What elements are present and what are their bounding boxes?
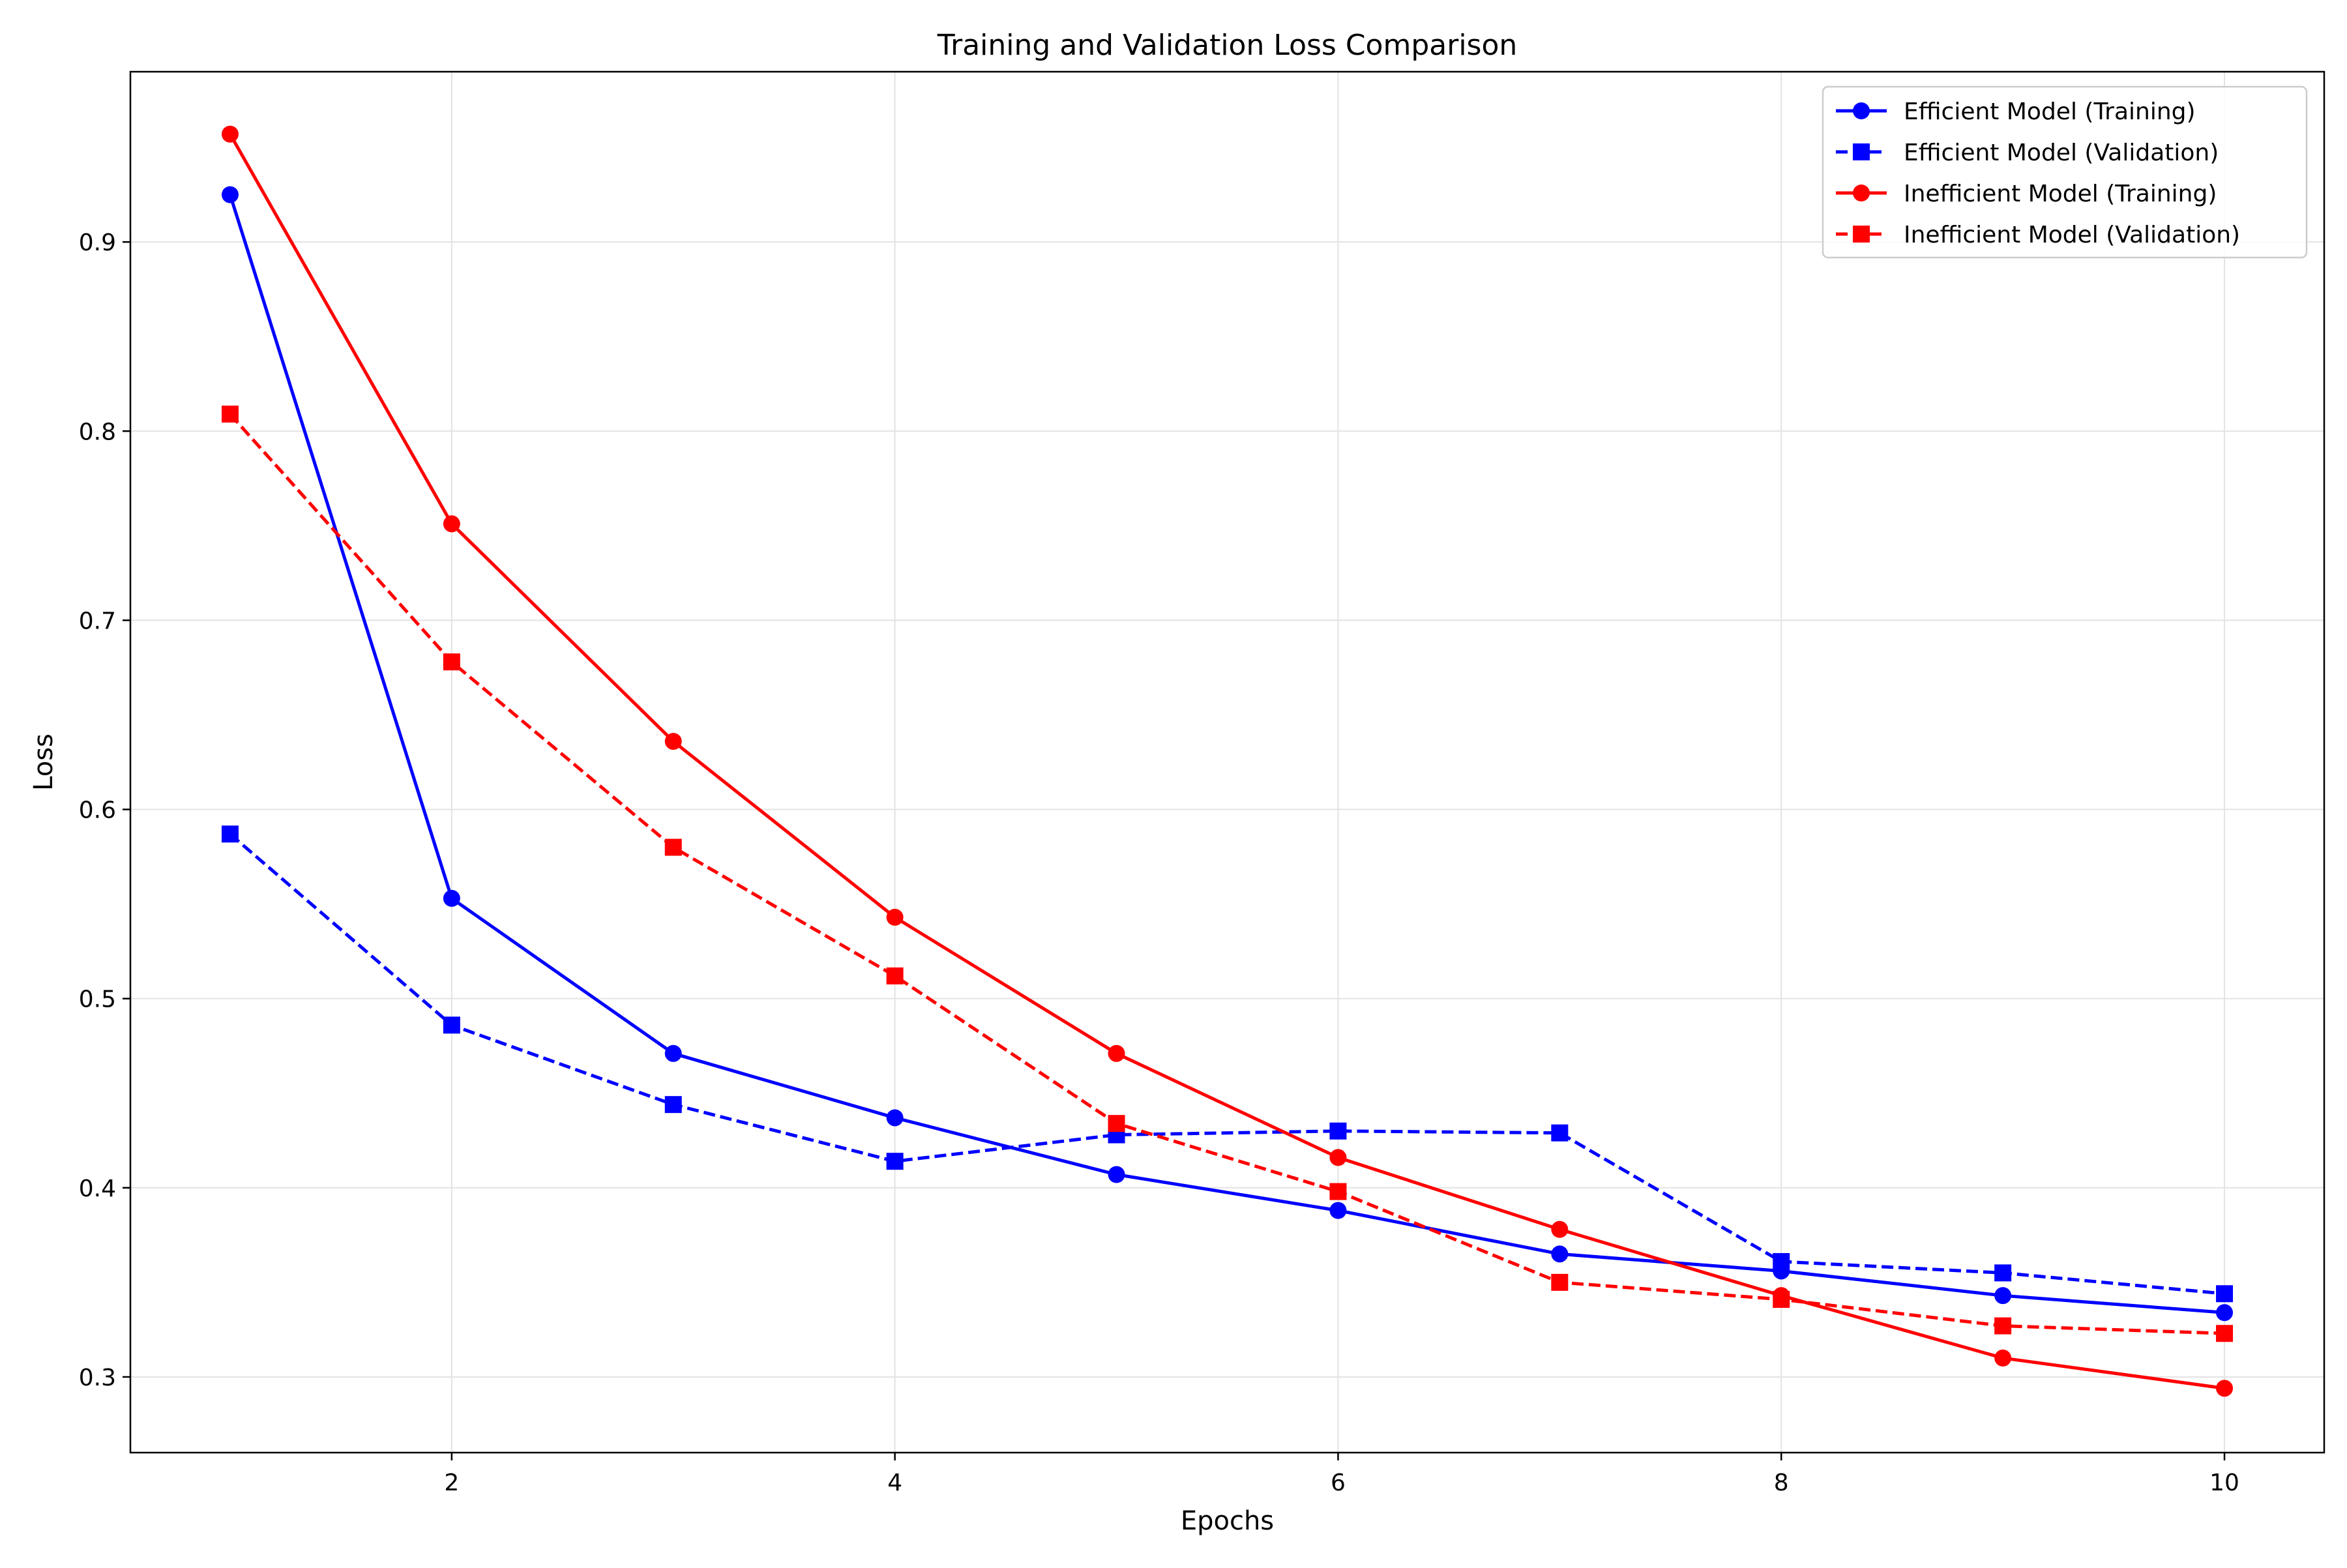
legend-marker (1853, 185, 1870, 201)
x-tick-label: 4 (887, 1470, 902, 1496)
legend-item: Inefficient Model (Training) (1836, 181, 2217, 207)
data-point (1329, 1149, 1347, 1166)
data-point (1329, 1202, 1347, 1219)
chart-title: Training and Validation Loss Comparison (937, 29, 1518, 62)
legend-marker (1853, 143, 1870, 160)
data-point (1994, 1264, 2012, 1282)
y-tick-label: 0.6 (79, 797, 116, 824)
data-point (1551, 1245, 1569, 1263)
series-4 (221, 406, 2234, 1342)
data-point (1773, 1290, 1790, 1308)
data-point (1329, 1122, 1347, 1140)
data-point (1994, 1287, 2012, 1305)
x-tick-label: 6 (1331, 1470, 1346, 1496)
data-point (664, 838, 682, 856)
data-point (221, 125, 239, 143)
y-tick-label: 0.5 (79, 986, 116, 1013)
data-point (1994, 1349, 2012, 1367)
data-point (1994, 1317, 2012, 1335)
data-point (2216, 1380, 2234, 1397)
legend: Efficient Model (Training) Efficient Mode… (1822, 85, 2308, 259)
legend-box (1822, 85, 2308, 259)
x-tick-label: 8 (1774, 1470, 1789, 1496)
data-point (1108, 1166, 1125, 1183)
data-point (2216, 1325, 2234, 1342)
legend-label: Efficient Model (Validation) (1904, 140, 2219, 166)
legend-marker (1853, 102, 1870, 119)
data-point (2216, 1285, 2234, 1303)
series-group (221, 125, 2234, 1397)
data-point (1551, 1220, 1569, 1238)
data-point (664, 1044, 682, 1062)
legend-item: Efficient Model (Training) (1836, 98, 2196, 125)
data-point (221, 406, 239, 423)
data-point (886, 908, 904, 926)
y-axis-label: Loss (29, 733, 59, 791)
data-point (2216, 1304, 2234, 1322)
data-point (886, 1109, 904, 1127)
x-tick-label: 10 (2209, 1470, 2239, 1496)
legend-marker (1853, 226, 1870, 243)
legend-item: Inefficient Model (Validation) (1836, 222, 2240, 248)
data-point (1773, 1252, 1790, 1270)
data-point (443, 889, 460, 907)
data-point (664, 1096, 682, 1114)
series-line (229, 413, 2225, 1335)
legend-item: Efficient Model (Validation) (1836, 140, 2219, 166)
data-point (1551, 1124, 1569, 1142)
plot-frame (129, 70, 2325, 1454)
series-line (229, 833, 2225, 1295)
y-tick-label: 0.4 (79, 1176, 116, 1202)
data-point (664, 733, 682, 750)
series-line (228, 194, 2225, 1314)
data-point (221, 825, 239, 843)
data-point (443, 515, 460, 533)
data-point (1329, 1183, 1347, 1200)
y-tick-label: 0.9 (79, 229, 116, 256)
y-tick-label: 0.8 (79, 419, 116, 445)
legend-label: Inefficient Model (Training) (1904, 181, 2217, 207)
series-line (228, 133, 2225, 1390)
legend-label: Efficient Model (Training) (1904, 98, 2196, 125)
data-point (1551, 1273, 1569, 1291)
data-point (443, 1016, 460, 1034)
data-point (886, 1153, 904, 1170)
data-point (1108, 1115, 1125, 1132)
legend-label: Inefficient Model (Validation) (1904, 222, 2240, 248)
data-point (443, 653, 460, 671)
x-tick-label: 2 (444, 1470, 459, 1496)
grid (130, 72, 2324, 1453)
data-point (221, 186, 239, 203)
data-point (886, 967, 904, 984)
x-axis-label: Epochs (1181, 1506, 1274, 1536)
series-1 (221, 186, 2234, 1322)
y-tick-label: 0.7 (79, 608, 116, 634)
data-point (1108, 1044, 1125, 1062)
y-tick-label: 0.3 (79, 1365, 116, 1391)
ticks: 2 4 6 8 10 0.3 0.4 0.5 0.6 0.7 0.8 0.9 (79, 229, 2239, 1496)
